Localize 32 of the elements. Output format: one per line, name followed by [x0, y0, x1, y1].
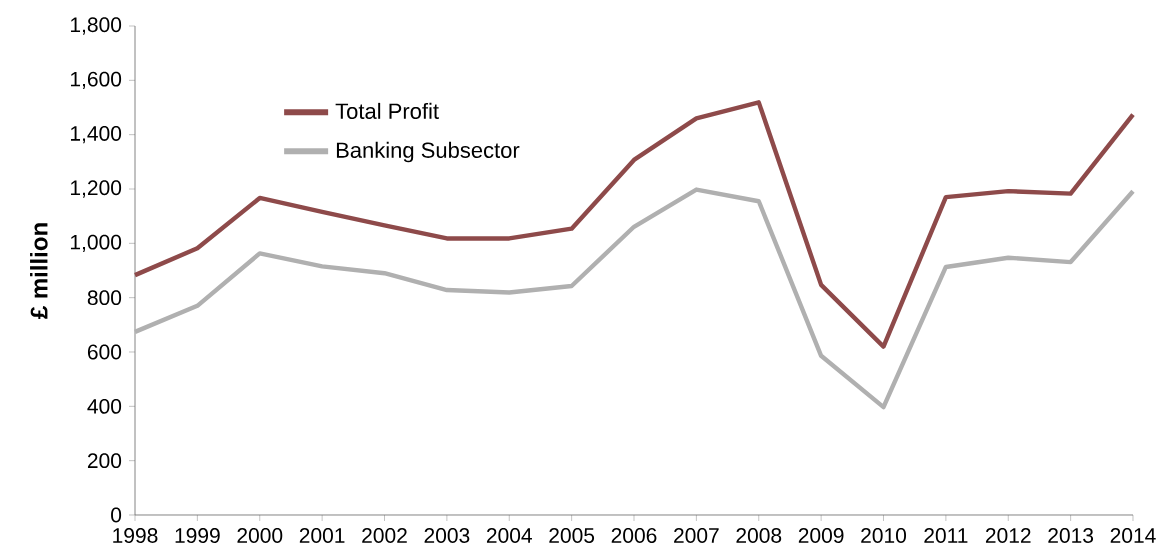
y-tick-label: 800: [87, 290, 122, 306]
x-tick-label: 1999: [175, 528, 220, 543]
y-tick-label: 0: [111, 507, 122, 523]
x-tick-label: 2003: [424, 528, 470, 543]
y-tick-label: 1,400: [70, 126, 122, 144]
line-series: [132, 100, 1136, 349]
x-tick-label: 2004: [486, 528, 532, 543]
legend-label: Banking Subsector: [336, 141, 520, 163]
x-tick-label: 2008: [736, 528, 782, 543]
y-tick-label: 1,000: [70, 234, 122, 253]
y-tick-label: 400: [87, 398, 122, 414]
x-tick-label: 1998: [113, 528, 158, 543]
x-tick-label: 2002: [362, 528, 407, 543]
y-tick-label: 1,800: [70, 17, 122, 35]
x-tick-label: 2014: [1110, 528, 1156, 543]
y-tick-label: 600: [87, 344, 122, 360]
x-tick-label: 2006: [611, 528, 657, 543]
y-tick-label: 200: [87, 453, 122, 469]
x-tick-label: 2011: [924, 528, 968, 543]
x-tick-label: 2010: [861, 528, 907, 543]
y-tick-label: 1,600: [70, 71, 122, 90]
x-tick-label: 2005: [549, 528, 595, 543]
y-axis-title: £ million: [30, 223, 48, 319]
legend-label: Total Profit: [335, 102, 439, 120]
line-series: [132, 187, 1136, 410]
x-tick-label: 2013: [1048, 528, 1094, 543]
x-tick-label: 2009: [798, 528, 844, 543]
x-tick-label: 2012: [985, 528, 1031, 543]
x-tick-label: 2007: [674, 528, 719, 543]
x-tick-label: 2001: [299, 528, 345, 543]
y-tick-label: 1,200: [70, 180, 122, 198]
x-tick-label: 2000: [237, 528, 283, 543]
